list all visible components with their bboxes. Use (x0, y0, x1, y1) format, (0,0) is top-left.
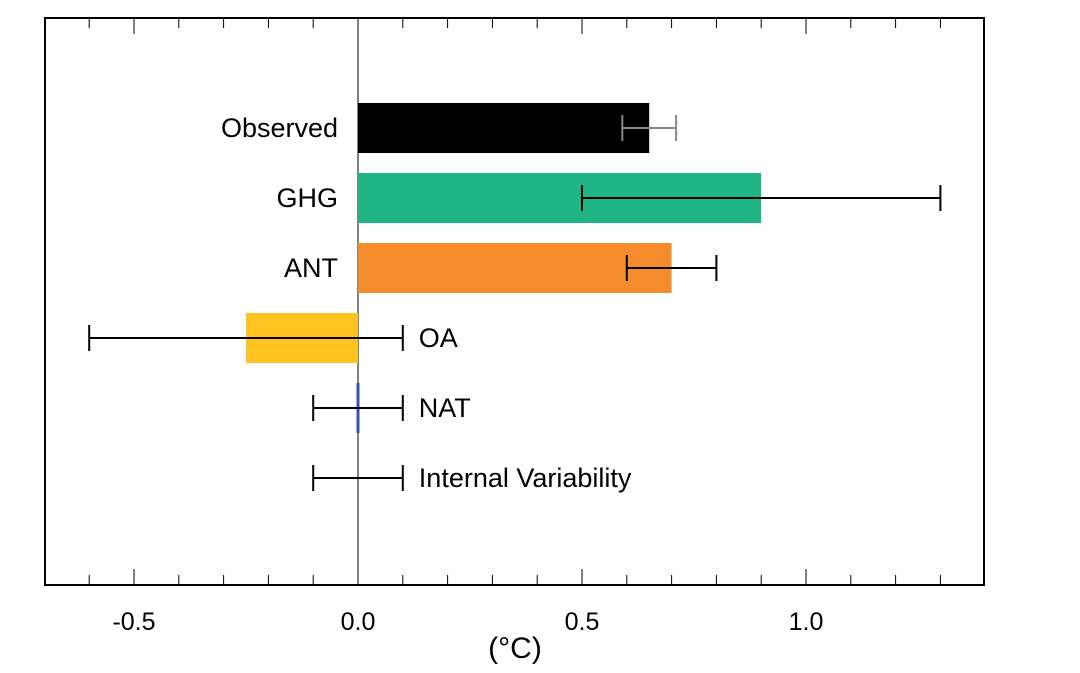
errorbar-observed (621, 115, 678, 141)
category-label-observed: Observed (221, 113, 338, 143)
bar-observed (358, 103, 650, 153)
category-label-oa: OA (419, 323, 458, 353)
errorbar-internal-variability (312, 465, 404, 491)
errorbar-nat (312, 395, 404, 421)
x-axis-title: (°C) (488, 632, 542, 665)
category-labels: Observed GHG ANT OA NAT Internal Variability (221, 113, 632, 493)
x-tick-label: 0.0 (341, 608, 376, 636)
x-tick-label: 0.5 (565, 608, 600, 636)
x-tick-labels: -0.5 0.0 0.5 1.0 (112, 608, 823, 636)
category-label-ant: ANT (284, 253, 338, 283)
error-bars (88, 115, 942, 491)
errorbar-ant (625, 255, 718, 281)
x-tick-label: -0.5 (112, 608, 155, 636)
x-tick-label: 1.0 (789, 608, 824, 636)
category-label-ghg: GHG (276, 183, 338, 213)
errorbar-ghg (581, 185, 942, 211)
plot-frame (44, 17, 985, 586)
minor-ticks (88, 18, 941, 585)
category-label-nat: NAT (419, 393, 471, 423)
bar-ant (358, 243, 672, 293)
category-label-internal-variability: Internal Variability (419, 463, 632, 493)
errorbar-oa (88, 325, 404, 351)
